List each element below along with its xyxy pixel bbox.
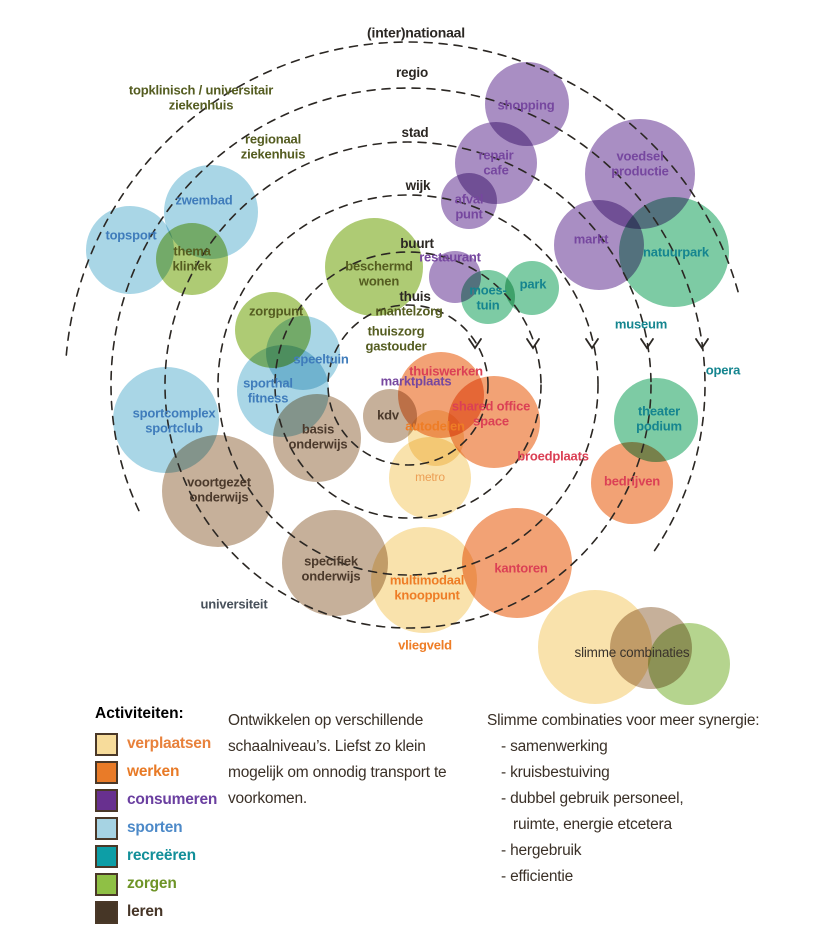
ring-arrow-down-icon: [695, 338, 709, 350]
ring-thuis: [327, 304, 489, 466]
synergy-item: - samenwerking: [501, 738, 608, 755]
activities-legend: Activiteiten: verplaatsen werken consumere…: [95, 705, 217, 926]
bubble-natuurpark: [619, 197, 729, 307]
bubble-bedrijven: [591, 442, 673, 524]
ring-arrow-down-icon: [468, 338, 482, 350]
bubble-afval-punt: [441, 173, 497, 229]
ring-regio: [110, 87, 706, 557]
ring-internationaal: [65, 41, 741, 356]
bubble-multimodaal: [371, 527, 477, 633]
bubble-specifiek: [282, 510, 388, 616]
bubble-kantoren: [462, 508, 572, 618]
ring-arrow-down-icon: [526, 338, 540, 350]
bubble-moes-tuin: [461, 270, 515, 324]
legend-swatch-leren: [95, 900, 118, 924]
ring-arrow-down-icon: [585, 338, 599, 350]
synergy-list: - samenwerking - kruisbestuiving - dubbel …: [487, 734, 817, 890]
legend-item-zorgen: zorgen: [95, 870, 217, 898]
legend-label-werken: werken: [127, 763, 180, 780]
ring-arrows: [468, 338, 709, 350]
bubble-park: [505, 261, 559, 315]
legend-label-sporten: sporten: [127, 819, 183, 836]
synergy-block: Slimme combinaties voor meer synergie: -…: [487, 708, 817, 890]
legend-label-leren: leren: [127, 903, 164, 920]
legend-label-recreeren: recreëren: [127, 847, 196, 864]
bubble-beschermd-wonen: [325, 218, 423, 316]
ring-arrow-down-icon: [640, 338, 654, 350]
bubble-metro: [389, 437, 471, 519]
activity-bubbles: [86, 62, 730, 705]
legend-label-consumeren: consumeren: [127, 791, 218, 808]
legend-item-werken: werken: [95, 758, 217, 786]
legend-swatch-consumeren: [95, 788, 118, 812]
legend-item-consumeren: consumeren: [95, 786, 217, 814]
legend-item-verplaatsen: verplaatsen: [95, 730, 217, 758]
bubble-shared-office: [448, 376, 540, 468]
bubble-voortgezet: [162, 435, 274, 547]
legend-swatch-verplaatsen: [95, 732, 118, 756]
development-note: Ontwikkelen op verschillende schaalnivea…: [228, 712, 447, 807]
bubble-topsport: [86, 206, 174, 294]
synergy-item: - hergebruik: [501, 842, 582, 859]
bubble-zorgpunt: [235, 292, 311, 368]
legend-swatch-werken: [95, 760, 118, 784]
legend-swatch-recreeren: [95, 844, 118, 868]
diagram-canvas: [65, 41, 741, 705]
legend-item-leren: leren: [95, 898, 217, 926]
legend-label-zorgen: zorgen: [127, 875, 177, 892]
synergy-title: Slimme combinaties voor meer synergie:: [487, 712, 760, 729]
legend-label-verplaatsen: verplaatsen: [127, 735, 211, 752]
legend-swatch-zorgen: [95, 872, 118, 896]
legend-item-recreeren: recreëren: [95, 842, 217, 870]
bubble-thema-kliniek: [156, 223, 228, 295]
legend-title: Activiteiten:: [95, 705, 184, 722]
ring-buurt: [274, 251, 542, 519]
legend-item-sporten: sporten: [95, 814, 217, 842]
bubble-basis-onderwijs: [273, 394, 361, 482]
bubble-slimme-green: [648, 623, 730, 705]
synergy-item: - efficientie: [501, 868, 574, 885]
ring-stad: [164, 141, 652, 629]
synergy-item: - kruisbestuiving: [501, 764, 610, 781]
legend-rows: verplaatsen werken consumeren sporten recreë…: [95, 730, 217, 926]
bubble-theater-podium: [614, 378, 698, 462]
synergy-item: - dubbel gebruik personeel, ruimte, ener…: [501, 790, 684, 833]
scale-rings: [65, 41, 741, 629]
ring-wijk: [217, 194, 599, 576]
legend-swatch-sporten: [95, 816, 118, 840]
scale-rings-diagram: (inter)nationaal regio stad wijk buurt thuis t…: [65, 25, 741, 705]
